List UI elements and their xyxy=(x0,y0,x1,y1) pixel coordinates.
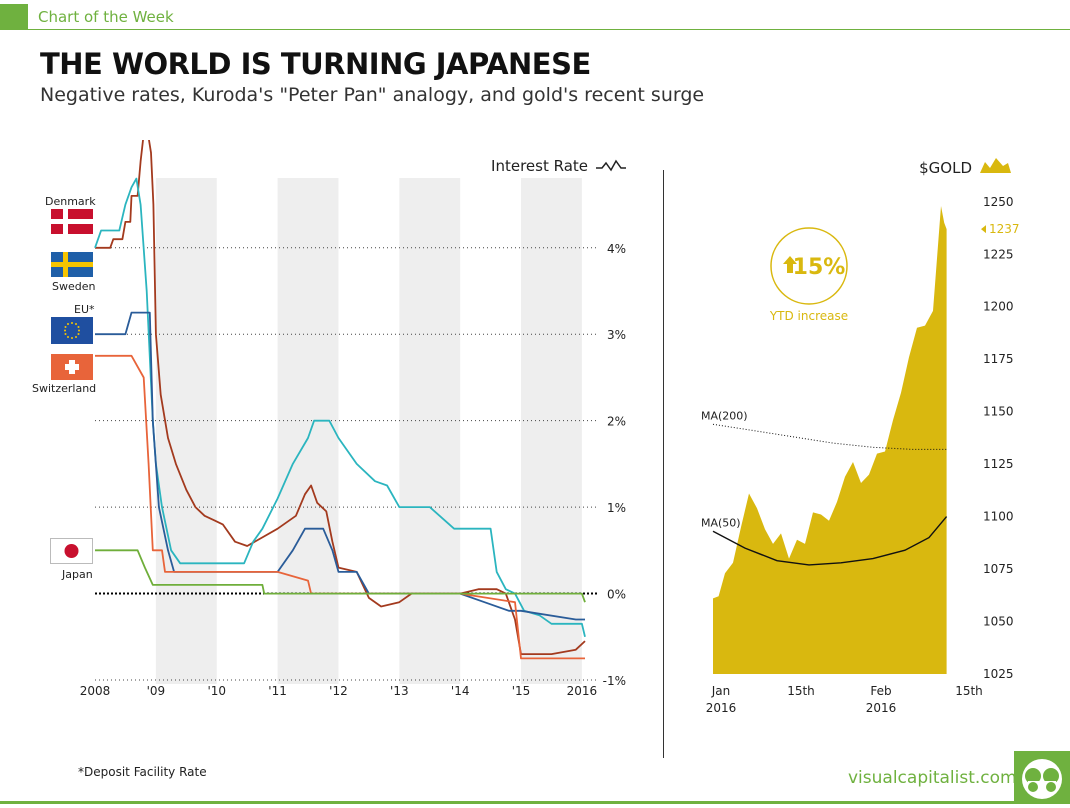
x-tick-label: '15 xyxy=(512,684,531,698)
ma-line-ma50 xyxy=(712,516,948,566)
x-tick-label: '13 xyxy=(390,684,409,698)
chart-divider xyxy=(663,170,664,758)
zigzag-line-icon xyxy=(596,159,626,172)
section-marker xyxy=(0,4,28,30)
top-bar: Chart of the Week xyxy=(0,0,1070,30)
series-line-sweden xyxy=(94,177,586,638)
page-subtitle: Negative rates, Kuroda's "Peter Pan" ana… xyxy=(40,84,705,106)
section-label: Chart of the Week xyxy=(38,8,174,26)
last-value-label: 1237 xyxy=(989,222,1020,236)
sweden-flag xyxy=(51,252,93,277)
shaded-year-2011 xyxy=(277,178,339,684)
brand-logo[interactable] xyxy=(1014,751,1070,804)
top-rule xyxy=(28,29,1070,30)
gold-y-tick-label: 1125 xyxy=(983,457,1014,471)
denmark-label: Denmark xyxy=(45,195,96,208)
gold-x-tick-year: 2016 xyxy=(706,701,737,715)
eu-flag xyxy=(51,317,93,344)
shaded-year-2015 xyxy=(521,178,582,684)
gold-chart-title: $GOLD xyxy=(919,159,972,177)
gold-price-chart: MA(200) MA(50) 1250 1225 1200 1175 1150 1125 11… xyxy=(701,158,1020,715)
series-line-switzerland xyxy=(95,354,585,660)
callout-value: 15% xyxy=(793,255,846,280)
shaded-year-2009 xyxy=(155,178,217,684)
binoculars-icon xyxy=(1022,759,1062,799)
gold-y-tick-label: 1100 xyxy=(983,510,1014,524)
gold-y-tick-label: 1075 xyxy=(983,562,1014,576)
y-tick-label: -1% xyxy=(603,674,626,688)
gold-x-tick-year: 2016 xyxy=(866,701,897,715)
gold-y-tick-label: 1175 xyxy=(983,352,1014,366)
interest-rate-title: Interest Rate xyxy=(491,157,588,175)
x-tick-label: '10 xyxy=(207,684,226,698)
gold-y-tick-label: 1150 xyxy=(983,405,1014,419)
gold-x-tick-label: 15th xyxy=(787,684,815,698)
mountain-icon xyxy=(980,158,1011,173)
y-tick-label: 1% xyxy=(607,501,626,515)
denmark-flag xyxy=(51,209,93,234)
x-tick-label: '11 xyxy=(268,684,287,698)
callout-ring xyxy=(770,227,848,305)
gold-x-tick-label: Feb xyxy=(870,684,891,698)
ma-line-ma200 xyxy=(712,423,947,450)
ytd-callout: 15% YTD increase xyxy=(769,227,848,323)
up-arrow-icon xyxy=(783,256,797,273)
japan-flag xyxy=(50,538,93,564)
x-tick-label: '12 xyxy=(329,684,348,698)
series-line-denmark xyxy=(95,140,586,655)
x-tick-label: '09 xyxy=(147,684,166,698)
shaded-year-2013 xyxy=(399,178,461,684)
interest-rate-chart: 4% 3% 2% 1% 0% -1% 2008 '09 '10 '11 '12 '13 '14 '15 2… xyxy=(80,140,626,698)
gold-y-tick-label: 1225 xyxy=(983,247,1014,261)
gold-y-tick-label: 1200 xyxy=(983,300,1014,314)
series-line-japan xyxy=(95,549,586,603)
gold-x-tick-label: 15th xyxy=(955,684,983,698)
brand-link[interactable]: visualcapitalist.com xyxy=(848,768,1017,788)
gold-y-tick-label: 1050 xyxy=(983,615,1014,629)
y-tick-label: 0% xyxy=(607,588,626,602)
gold-y-tick-label: 1250 xyxy=(983,195,1014,209)
eu-label: EU* xyxy=(74,303,95,316)
sweden-label: Sweden xyxy=(52,280,96,293)
x-tick-label: 2008 xyxy=(80,684,111,698)
callout-caption: YTD increase xyxy=(769,309,848,323)
y-tick-label: 2% xyxy=(607,415,626,429)
x-tick-label: 2016 xyxy=(567,684,598,698)
x-tick-label: '14 xyxy=(451,684,470,698)
series-line-eu xyxy=(95,311,585,621)
switzerland-label: Switzerland xyxy=(32,382,97,395)
bottom-rule xyxy=(0,801,1070,804)
ma-label: MA(50) xyxy=(701,516,741,529)
japan-label: Japan xyxy=(62,568,93,581)
page-title: THE WORLD IS TURNING JAPANESE xyxy=(40,47,591,81)
y-tick-label: 4% xyxy=(607,242,626,256)
gold-area xyxy=(713,206,947,674)
y-tick-label: 3% xyxy=(607,328,626,342)
gold-x-tick-label: Jan xyxy=(711,684,731,698)
footnote: *Deposit Facility Rate xyxy=(78,765,207,779)
gold-y-tick-label: 1025 xyxy=(983,667,1014,681)
ma-label: MA(200) xyxy=(701,409,748,422)
switzerland-flag xyxy=(51,354,93,380)
last-value-marker xyxy=(981,225,986,234)
